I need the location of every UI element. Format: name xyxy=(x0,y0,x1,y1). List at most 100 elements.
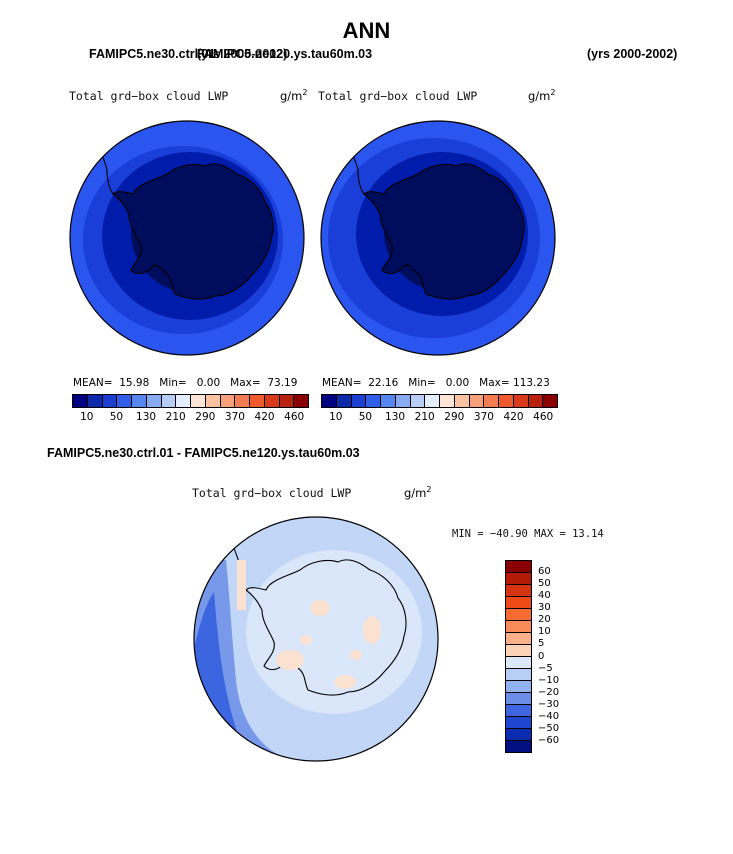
colorbar-swatch xyxy=(102,395,118,407)
diff-colorbar-swatch xyxy=(506,705,531,717)
diff-minmax: MIN = −40.90 MAX = 13.14 xyxy=(452,528,604,540)
colorbar-swatch xyxy=(132,395,147,407)
left-case-title-overlap: FAMIPC5.ne120.ys.tau60m.03 xyxy=(197,47,373,61)
colorbar-swatch xyxy=(279,395,295,407)
panel-b-colorbar-labels: 10 50 130 210 290 370 420 460 xyxy=(321,411,558,425)
left-case-title: FAMIPC5.ne30.ctrl.01 xyxy=(89,47,216,61)
left-years: (yrs 2000-2002) xyxy=(197,47,288,61)
colorbar-tick-label: 420 xyxy=(503,411,524,423)
colorbar-swatch xyxy=(146,395,162,407)
panel-b-map xyxy=(321,121,555,355)
panel-b-border xyxy=(320,120,556,356)
colorbar-tick-label: 130 xyxy=(136,411,157,423)
diff-colorbar-swatch xyxy=(506,657,531,669)
colorbar-swatch xyxy=(176,395,191,407)
panel-b-variable: Total grd−box cloud LWP xyxy=(318,89,478,103)
diff-units: g/m2 xyxy=(404,485,432,500)
colorbar-tick-label: 210 xyxy=(414,411,435,423)
colorbar-swatch xyxy=(440,395,455,407)
diff-colorbar-tick-label: −20 xyxy=(538,686,560,698)
panel-a-colorbar-labels: 10 50 130 210 290 370 420 460 xyxy=(72,411,309,425)
panel-b-stats: MEAN= 22.16 Min= 0.00 Max= 113.23 xyxy=(322,377,550,389)
colorbar-swatch xyxy=(469,395,485,407)
colorbar-tick-label: 210 xyxy=(165,411,186,423)
diff-colorbar-tick-label: 30 xyxy=(538,602,551,614)
colorbar-swatch xyxy=(543,395,557,407)
panel-a-variable: Total grd−box cloud LWP xyxy=(69,89,229,103)
diff-colorbar-tick-label: 50 xyxy=(538,578,551,590)
diff-colorbar-swatch xyxy=(506,633,531,645)
colorbar-swatch xyxy=(73,395,88,407)
diff-peach-3 xyxy=(363,616,381,644)
page-title: ANN xyxy=(342,18,391,43)
colorbar-swatch xyxy=(351,395,367,407)
panel-b-units: g/m2 xyxy=(528,88,556,103)
diff-colorbar-tick-label: 20 xyxy=(538,614,551,626)
diff-colorbar-tick-label: 40 xyxy=(538,590,551,602)
colorbar-tick-label: 50 xyxy=(109,411,124,423)
diff-peach-patches xyxy=(237,560,381,689)
diff-colorbar-swatch xyxy=(506,561,531,573)
panel-a-map xyxy=(70,121,304,355)
colorbar-swatch xyxy=(484,395,499,407)
diff-peach-5 xyxy=(300,635,312,645)
colorbar-swatch xyxy=(336,395,352,407)
diff-colorbar-swatch xyxy=(506,741,531,752)
panel-a-border xyxy=(69,120,305,356)
diff-colorbar-tick-label: 5 xyxy=(538,638,545,650)
diff-colorbar-labels: 60 50 40 30 20 10 5 0 −5 −10 −20 −30 −40 −50 −60 xyxy=(538,560,578,753)
diff-peach-1 xyxy=(276,650,304,670)
colorbar-swatch xyxy=(235,395,250,407)
panel-b-colorbar xyxy=(321,394,558,408)
colorbar-tick-label: 10 xyxy=(329,411,343,423)
colorbar-tick-label: 370 xyxy=(224,411,245,423)
diff-peach-4 xyxy=(334,675,356,689)
colorbar-swatch xyxy=(499,395,514,407)
diff-colorbar-tick-label: −5 xyxy=(538,662,553,674)
colorbar-tick-label: 10 xyxy=(80,411,94,423)
colorbar-swatch xyxy=(322,395,337,407)
diff-colorbar-swatch xyxy=(506,585,531,597)
colorbar-swatch xyxy=(454,395,470,407)
diff-colorbar-swatch xyxy=(506,621,531,633)
colorbar-swatch xyxy=(294,395,308,407)
colorbar-tick-label: 370 xyxy=(473,411,494,423)
diff-colorbar-swatch xyxy=(506,693,531,705)
diff-colorbar-tick-label: 10 xyxy=(538,626,551,638)
panel-a-units: g/m2 xyxy=(280,88,308,103)
colorbar-swatch xyxy=(528,395,544,407)
diff-colorbar-swatch xyxy=(506,717,531,729)
colorbar-swatch xyxy=(425,395,440,407)
diff-colorbar-swatch xyxy=(506,645,531,657)
colorbar-swatch xyxy=(513,395,529,407)
diff-colorbar-swatch xyxy=(506,669,531,681)
diff-colorbar-swatch xyxy=(506,597,531,609)
colorbar-tick-label: 460 xyxy=(533,411,554,423)
colorbar-swatch xyxy=(205,395,221,407)
colorbar-swatch xyxy=(366,395,381,407)
diff-colorbar-tick-label: 0 xyxy=(538,650,545,662)
diff-peach-6 xyxy=(350,650,362,660)
diff-variable: Total grd−box cloud LWP xyxy=(192,486,352,500)
diff-map xyxy=(194,517,438,761)
colorbar-swatch xyxy=(410,395,426,407)
colorbar-swatch xyxy=(220,395,236,407)
diff-border xyxy=(193,516,439,762)
panel-a-stats: MEAN= 15.98 Min= 0.00 Max= 73.19 xyxy=(73,377,298,389)
diff-peach-2 xyxy=(310,600,330,616)
diff-colorbar-swatch xyxy=(506,573,531,585)
colorbar-tick-label: 290 xyxy=(444,411,465,423)
diff-colorbar-swatch xyxy=(506,729,531,741)
colorbar-swatch xyxy=(395,395,411,407)
diff-colorbar-tick-label: −60 xyxy=(538,734,560,746)
colorbar-tick-label: 130 xyxy=(385,411,406,423)
diff-peach-peninsula xyxy=(237,560,246,610)
colorbar-tick-label: 460 xyxy=(284,411,305,423)
colorbar-tick-label: 420 xyxy=(254,411,275,423)
diff-colorbar-tick-label: −30 xyxy=(538,698,560,710)
colorbar-tick-label: 50 xyxy=(358,411,373,423)
diff-colorbar-tick-label: −50 xyxy=(538,722,560,734)
diff-colorbar-tick-label: −40 xyxy=(538,710,560,722)
diff-colorbar-tick-label: 60 xyxy=(538,566,551,578)
